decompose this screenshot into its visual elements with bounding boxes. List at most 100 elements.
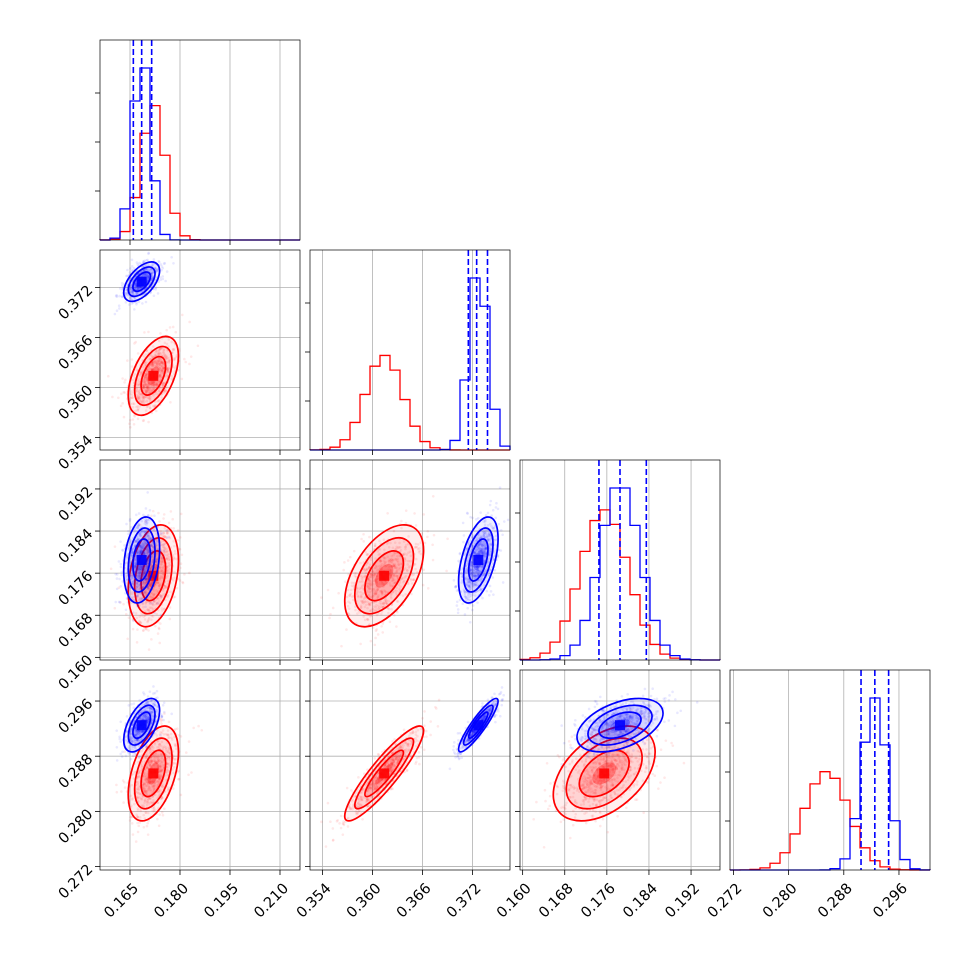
scatter-point <box>150 382 154 385</box>
scatter-point <box>149 601 152 605</box>
scatter-point <box>143 272 146 276</box>
scatter-point <box>375 565 379 568</box>
scatter-point <box>144 395 147 399</box>
scatter-point <box>142 365 145 369</box>
scatter-point <box>160 607 164 610</box>
scatter-point <box>393 572 396 576</box>
scatter-point <box>143 591 147 595</box>
scatter-point <box>157 368 160 371</box>
scatter-point <box>140 582 143 586</box>
scatter-point <box>155 364 159 367</box>
scatter-point <box>371 595 375 598</box>
scatter-point <box>331 606 335 610</box>
scatter-point <box>135 586 139 590</box>
scatter-point <box>166 595 169 599</box>
scatter-point <box>169 401 172 404</box>
scatter-point <box>391 590 395 594</box>
contour-series-0 <box>140 355 167 396</box>
scatter-point <box>162 543 166 546</box>
scatter-point <box>141 384 145 387</box>
scatter-point <box>414 557 418 561</box>
scatter-point <box>139 576 142 580</box>
scatter-point <box>370 595 373 599</box>
scatter-point <box>162 362 165 366</box>
scatter-point <box>374 544 377 548</box>
scatter-point <box>133 286 137 290</box>
scatter-point <box>160 369 164 373</box>
scatter-point <box>158 375 161 378</box>
scatter-point <box>393 574 396 578</box>
scatter-point <box>120 573 123 577</box>
scatter-point <box>370 587 374 591</box>
scatter-point <box>131 581 135 585</box>
scatter-point <box>127 529 130 533</box>
scatter-point <box>368 603 371 607</box>
scatter-point <box>141 399 145 403</box>
scatter-point <box>124 608 128 612</box>
scatter-point <box>136 389 139 393</box>
scatter-point <box>113 545 117 548</box>
scatter-point <box>150 582 154 585</box>
scatter-point <box>396 600 400 603</box>
scatter-point <box>160 361 163 365</box>
scatter-point <box>151 382 154 386</box>
scatter-point <box>368 623 371 626</box>
scatter-point <box>142 571 146 575</box>
scatter-point <box>364 563 368 567</box>
scatter-point <box>357 595 360 599</box>
scatter-point <box>117 304 121 308</box>
scatter-point <box>163 535 166 538</box>
scatter-point <box>137 824 141 828</box>
scatter-point <box>119 601 122 604</box>
scatter-point <box>143 355 146 359</box>
scatter-point <box>361 599 365 603</box>
scatter-point <box>138 534 142 538</box>
scatter-point <box>387 545 391 549</box>
scatter-point <box>173 366 177 370</box>
scatter-point <box>145 521 149 525</box>
scatter-point <box>160 571 163 574</box>
scatter-point <box>163 553 167 557</box>
scatter-point <box>128 422 131 426</box>
scatter-point <box>359 606 363 610</box>
scatter-point <box>167 345 170 348</box>
scatter-point <box>361 584 364 588</box>
scatter-point <box>157 626 161 630</box>
scatter-point <box>121 549 125 552</box>
frame-0-0 <box>95 39 301 245</box>
scatter-point <box>127 532 130 536</box>
scatter-point <box>139 531 143 535</box>
scatter-point <box>166 528 169 532</box>
scatter-point <box>120 284 124 287</box>
scatter-point <box>154 286 158 290</box>
scatter-point <box>139 286 142 289</box>
scatter-point <box>129 568 133 571</box>
scatter-point <box>150 638 153 641</box>
scatter-point <box>137 287 141 291</box>
scatter-point <box>361 592 365 595</box>
panel-2-2 <box>519 460 721 661</box>
scatter-point <box>393 589 397 592</box>
scatter-point <box>138 569 142 572</box>
scatter-point <box>145 565 149 568</box>
scatter-point <box>154 351 157 354</box>
scatter-point <box>384 601 387 605</box>
scatter-point <box>143 566 147 570</box>
scatter-point <box>134 566 137 570</box>
scatter-point <box>140 614 143 617</box>
scatter-point <box>154 566 158 569</box>
scatter-point <box>162 593 165 596</box>
scatter-point <box>146 544 149 548</box>
scatter-point <box>141 265 145 268</box>
scatter-point <box>456 608 460 611</box>
scatter-point <box>153 403 157 407</box>
scatter-point <box>137 523 141 526</box>
panel-3-0 <box>100 670 300 870</box>
scatter-point <box>120 570 123 574</box>
scatter-point <box>157 349 161 352</box>
scatter-point <box>161 534 165 537</box>
scatter-point <box>393 578 396 582</box>
scatter-point <box>129 553 133 557</box>
panel-0-0 <box>99 40 300 241</box>
scatter-point <box>395 574 399 578</box>
